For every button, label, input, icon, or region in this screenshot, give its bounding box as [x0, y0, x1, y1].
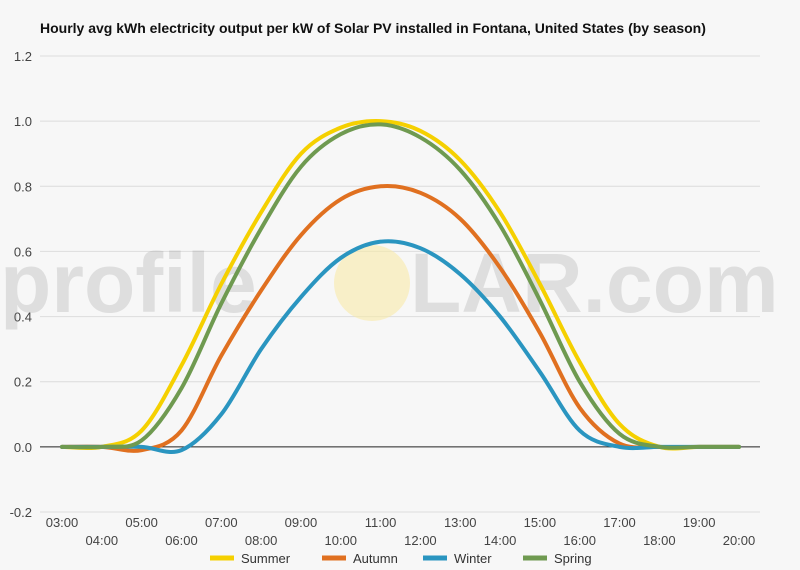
series-line-summer [60, 119, 741, 451]
x-tick-label: 18:00 [643, 533, 676, 548]
x-tick-label: 11:00 [365, 515, 397, 530]
watermark-text-left: profile [0, 236, 257, 330]
series-line-winter [60, 239, 741, 454]
x-tick-label: 10:00 [324, 533, 357, 548]
y-tick-label: 0.2 [14, 375, 32, 390]
y-tick-label: 0.0 [14, 440, 32, 455]
watermark-text-right: LAR.com [410, 236, 779, 330]
x-tick-label: 14:00 [484, 533, 517, 548]
watermark-sun-icon [334, 245, 410, 321]
x-tick-label: 08:00 [245, 533, 278, 548]
x-tick-label: 06:00 [165, 533, 198, 548]
series-line-spring [60, 122, 741, 450]
legend-label-summer: Summer [241, 551, 291, 566]
y-tick-label: 1.0 [14, 114, 32, 129]
legend: Summer Autumn Winter Spring [210, 551, 592, 566]
legend-label-spring: Spring [554, 551, 592, 566]
y-tick-label: 1.2 [14, 49, 32, 64]
series-line-autumn [60, 184, 741, 453]
x-tick-label: 17:00 [603, 515, 636, 530]
chart-title: Hourly avg kWh electricity output per kW… [40, 20, 706, 36]
x-tick-label: 09:00 [285, 515, 318, 530]
series-lines [60, 119, 741, 454]
x-tick-label: 20:00 [723, 533, 756, 548]
x-tick-label: 03:00 [46, 515, 79, 530]
y-tick-labels: -0.2 0.0 0.2 0.4 0.6 0.8 1.0 1.2 [10, 49, 32, 520]
x-tick-labels: 03:00 04:00 05:00 06:00 07:00 08:00 09:00 10:00… [46, 515, 756, 548]
y-tick-label: 0.4 [14, 310, 32, 325]
x-tick-label: 16:00 [563, 533, 596, 548]
x-tick-label: 07:00 [205, 515, 238, 530]
x-tick-label: 19:00 [683, 515, 716, 530]
legend-label-autumn: Autumn [353, 551, 398, 566]
y-tick-label: -0.2 [10, 505, 32, 520]
x-tick-label: 05:00 [125, 515, 158, 530]
x-tick-label: 13:00 [444, 515, 477, 530]
x-tick-label: 15:00 [524, 515, 557, 530]
watermark: profile LAR.com [0, 236, 779, 330]
y-tick-label: 0.8 [14, 179, 32, 194]
x-tick-label: 04:00 [86, 533, 119, 548]
x-tick-label: 12:00 [404, 533, 437, 548]
y-tick-label: 0.6 [14, 244, 32, 259]
legend-label-winter: Winter [454, 551, 492, 566]
